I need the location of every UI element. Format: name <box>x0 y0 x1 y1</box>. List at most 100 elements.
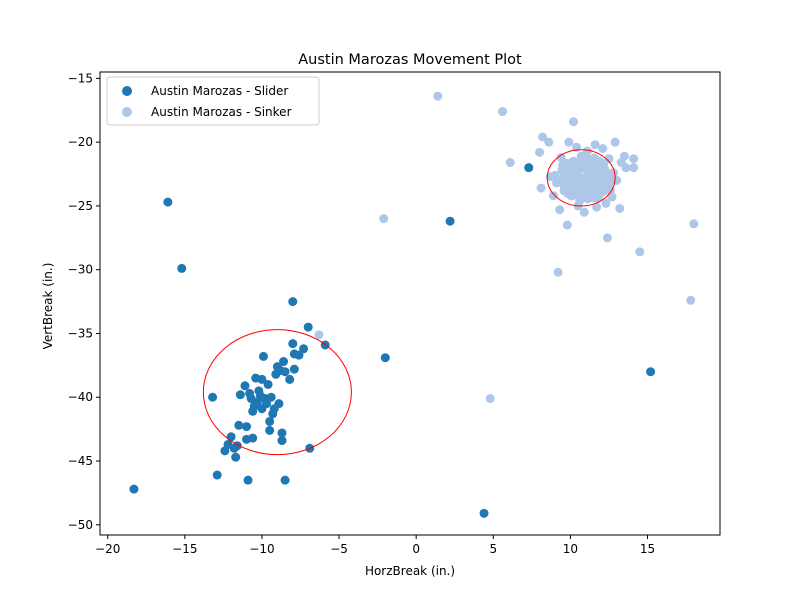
sinker-point <box>582 152 592 162</box>
slider-point <box>285 374 295 384</box>
sinker-point <box>564 137 574 147</box>
series-1 <box>314 91 699 404</box>
x-tick-label: 0 <box>412 542 420 556</box>
sinker-point <box>433 91 443 101</box>
sinker-point <box>505 158 515 168</box>
slider-point <box>303 322 313 332</box>
sinker-point <box>572 169 582 179</box>
slider-point <box>266 392 276 402</box>
sinker-point <box>590 140 600 150</box>
sinker-point <box>544 137 554 147</box>
slider-point <box>248 433 258 443</box>
sinker-point <box>379 214 389 224</box>
sinker-point <box>562 167 572 177</box>
sinker-point <box>570 162 580 172</box>
plot-area: −20 −15 −10 −5 0 5 10 15−15−20−25−30−35−40−45−5… <box>68 71 721 556</box>
slider-point <box>524 163 534 173</box>
sinker-point <box>581 173 591 183</box>
sinker-point <box>538 132 548 142</box>
sinker-point <box>485 394 495 404</box>
slider-point <box>279 357 289 367</box>
sinker-point <box>602 233 612 243</box>
sinker-point <box>535 147 545 157</box>
x-tick-label: −10 <box>249 542 274 556</box>
y-tick-label: −50 <box>68 518 93 532</box>
sinker-point <box>607 192 617 202</box>
slider-point <box>263 379 273 389</box>
sinker-point <box>559 180 569 190</box>
slider-point <box>212 470 222 480</box>
slider-point <box>235 390 245 400</box>
slider-point <box>231 452 241 462</box>
sinker-point <box>548 191 558 201</box>
sinker-point <box>498 107 508 117</box>
x-tick-label: 5 <box>489 542 497 556</box>
x-tick-label: −20 <box>95 542 120 556</box>
sinker-point <box>555 205 565 215</box>
slider-point <box>257 374 267 384</box>
slider-point <box>243 475 253 485</box>
y-tick-label: −45 <box>68 454 93 468</box>
sinker-point <box>598 144 608 154</box>
sinker-point <box>553 267 563 277</box>
slider-point <box>240 381 250 391</box>
sinker-point <box>629 163 639 173</box>
axes-frame <box>99 71 721 536</box>
legend-marker-slider <box>122 86 132 96</box>
sinker-point <box>594 156 604 166</box>
sinker-point <box>604 179 614 189</box>
x-tick-label: −5 <box>330 542 348 556</box>
sinker-point <box>600 164 610 174</box>
slider-point <box>479 508 489 518</box>
slider-point <box>288 339 298 349</box>
sinker-point <box>314 330 324 340</box>
y-axis-title: VertBreak (in.) <box>41 263 55 350</box>
slider-point <box>242 422 252 432</box>
x-tick-label: −15 <box>172 542 197 556</box>
sinker-point <box>629 154 639 164</box>
slider-point <box>265 425 275 435</box>
slider-point <box>646 367 656 377</box>
slider-point <box>445 216 455 226</box>
slider-point <box>262 399 272 409</box>
sinker-point <box>562 220 572 230</box>
y-tick-label: −30 <box>68 263 93 277</box>
sinker-point <box>536 183 546 193</box>
sinker-point <box>568 117 578 127</box>
confidence-ellipse-1 <box>546 149 616 207</box>
slider-point <box>177 263 187 273</box>
y-tick-label: −20 <box>68 135 93 149</box>
slider-point <box>274 399 284 409</box>
slider-point <box>294 350 304 360</box>
sinker-point <box>592 202 602 212</box>
sinker-point <box>579 207 589 217</box>
x-tick-label: 15 <box>640 542 655 556</box>
confidence-ellipse-0 <box>202 329 352 456</box>
y-tick-label: −25 <box>68 199 93 213</box>
slider-point <box>265 416 275 426</box>
slider-point <box>234 420 244 430</box>
sinker-point <box>550 170 560 180</box>
sinker-point <box>615 203 625 213</box>
slider-point <box>208 392 218 402</box>
series-0 <box>129 163 656 518</box>
y-tick-label: −15 <box>68 71 93 85</box>
sinker-point <box>619 151 629 161</box>
slider-point <box>163 197 173 207</box>
legend-label-slider: Austin Marozas - Slider <box>151 84 288 98</box>
sinker-point <box>556 152 566 162</box>
slider-point <box>277 436 287 446</box>
slider-point <box>288 297 298 307</box>
slider-point <box>289 364 299 374</box>
slider-point <box>280 367 290 377</box>
slider-point <box>277 428 287 438</box>
slider-point <box>258 351 268 361</box>
legend: Austin Marozas - Slider Austin Marozas -… <box>106 76 320 126</box>
x-tick-label: 10 <box>563 542 578 556</box>
slider-point <box>380 353 390 363</box>
x-axis-title: HorzBreak (in.) <box>365 564 455 578</box>
slider-point <box>226 432 236 442</box>
sinker-point <box>689 219 699 229</box>
